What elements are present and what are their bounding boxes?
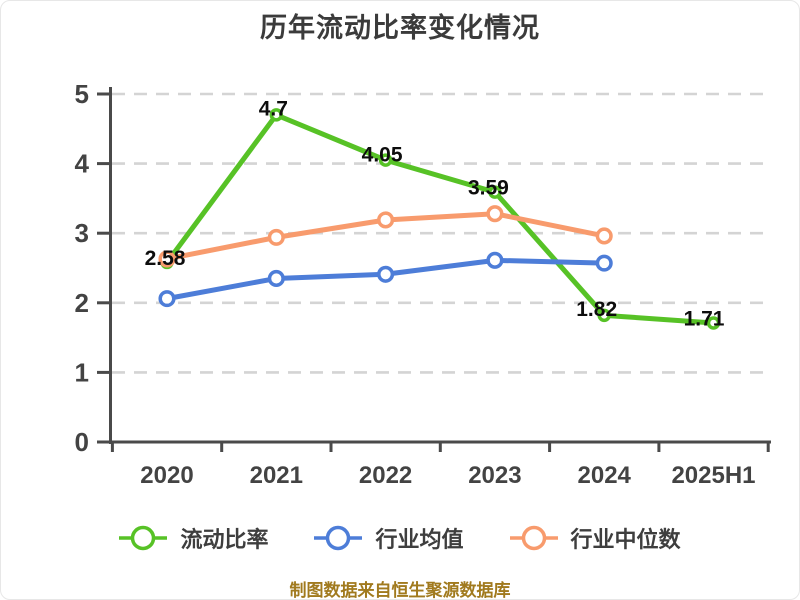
y-tick-label: 2	[75, 288, 89, 318]
point-行业中位数-2024[interactable]	[595, 227, 613, 245]
y-tick-label: 3	[75, 218, 89, 248]
series-行业中位数	[158, 205, 613, 268]
data-label: 3.59	[468, 177, 509, 200]
data-labels: 2.58 4.7 4.05 3.59 1.82 1.71	[145, 97, 725, 330]
legend-label-industry-mean: 行业均值	[375, 527, 464, 552]
axes: 0 1 2 3 4 5 2020 2021 2022 2023 2024 2025H1	[75, 79, 771, 489]
x-tick-label: 2025H1	[671, 462, 755, 489]
line-circle-marker-icon	[314, 525, 363, 551]
data-label: 2.58	[145, 247, 186, 270]
point-流动比率-2023[interactable]	[488, 185, 502, 199]
legend-label-industry-median: 行业中位数	[570, 527, 681, 552]
point-行业均值-2024[interactable]	[595, 254, 613, 272]
x-tick-label: 2021	[250, 462, 303, 489]
y-tick-label: 0	[75, 427, 89, 457]
point-行业中位数-2021[interactable]	[267, 228, 285, 246]
point-流动比率-2025H1[interactable]	[706, 316, 721, 330]
y-tick-label: 1	[75, 357, 89, 387]
point-流动比率-2024[interactable]	[597, 308, 611, 323]
x-tick-label: 2022	[359, 462, 412, 489]
point-行业均值-2021[interactable]	[267, 269, 285, 287]
x-tick-label: 2020	[140, 462, 193, 489]
line-circle-marker-icon	[509, 525, 558, 551]
chart-title: 历年流动比率变化情况	[260, 13, 540, 43]
point-行业中位数-2020[interactable]	[158, 250, 176, 268]
data-label: 1.71	[684, 307, 725, 330]
line-circle-marker-icon	[119, 525, 168, 551]
gridlines	[112, 92, 769, 374]
y-tick-label: 4	[75, 149, 90, 179]
point-行业中位数-2022[interactable]	[377, 211, 395, 229]
legend-item-industry-mean[interactable]: 行业均值	[314, 522, 464, 554]
x-tick-label: 2024	[578, 462, 632, 489]
point-流动比率-2022[interactable]	[378, 153, 393, 167]
legend-item-current-ratio[interactable]: 流动比率	[119, 522, 268, 554]
legend-label-current-ratio: 流动比率	[180, 527, 269, 552]
point-行业均值-2020[interactable]	[158, 290, 176, 308]
point-流动比率-2021[interactable]	[269, 108, 284, 122]
point-行业中位数-2023[interactable]	[486, 205, 504, 223]
data-label: 4.7	[259, 97, 288, 120]
data-label: 4.05	[362, 144, 403, 167]
legend-item-industry-median[interactable]: 行业中位数	[509, 522, 681, 554]
series-行业均值	[158, 251, 613, 308]
y-tick-label: 5	[75, 79, 89, 109]
x-tick-label: 2023	[468, 462, 521, 489]
footer-note: 制图数据来自恒生聚源数据库	[289, 581, 511, 600]
point-行业均值-2023[interactable]	[486, 251, 504, 269]
point-行业均值-2022[interactable]	[377, 265, 395, 283]
data-label: 1.82	[576, 298, 617, 321]
legend: 流动比率 行业均值 行业中位数	[1, 522, 799, 554]
